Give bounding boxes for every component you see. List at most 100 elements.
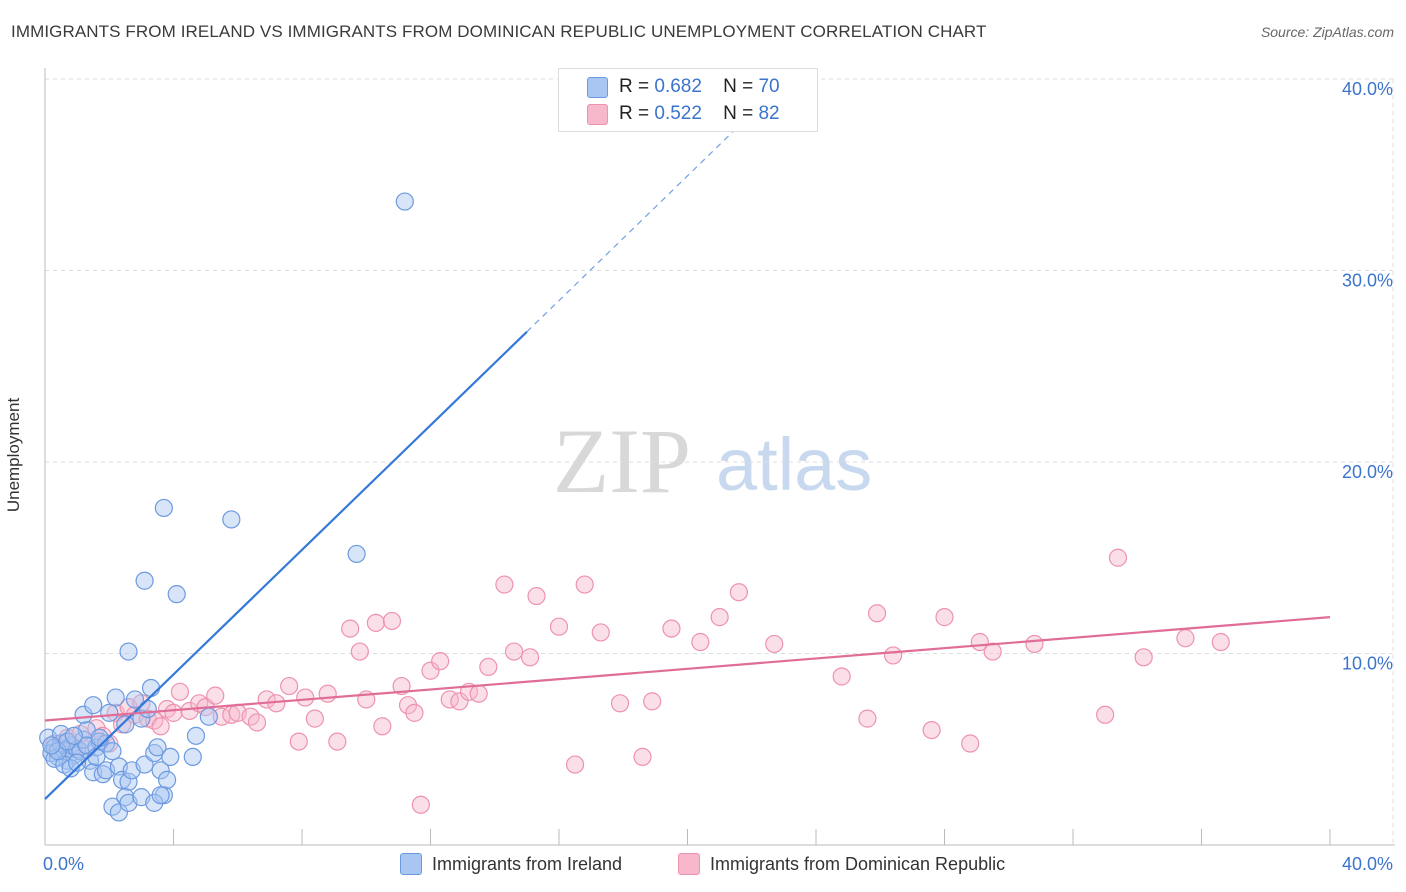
dominican-point	[328, 732, 347, 751]
dominican-point	[1025, 634, 1044, 654]
dominican-point	[1134, 648, 1153, 667]
ireland-point	[125, 690, 145, 709]
dominican-point	[858, 709, 877, 728]
dominican-point	[867, 604, 887, 623]
n-value: 82	[758, 103, 780, 124]
dominican-point	[527, 586, 546, 606]
ireland-point	[84, 696, 103, 715]
ireland-point	[109, 803, 128, 822]
dominican-point	[151, 717, 170, 736]
legend-item-dominican: Immigrants from Dominican Republic	[678, 850, 1005, 878]
ireland-point	[135, 571, 154, 590]
legend-item-ireland: Immigrants from Ireland	[400, 850, 622, 878]
ireland-point	[183, 747, 202, 767]
ireland-point	[161, 747, 180, 767]
dominican-point	[305, 709, 324, 728]
y-tick-label: 10.0%	[1342, 654, 1393, 674]
dominican-point	[961, 734, 980, 753]
dominican-point	[411, 795, 430, 814]
legend-stats-dominican: R = 0.522 N = 82	[619, 103, 780, 125]
dominican-point	[247, 713, 267, 732]
dominican-point	[729, 583, 749, 602]
ireland-point	[64, 726, 84, 745]
dominican-point	[575, 575, 594, 594]
chart-title: IMMIGRANTS FROM IRELAND VS IMMIGRANTS FR…	[11, 22, 987, 41]
ireland-point	[395, 192, 414, 211]
ireland-legend-swatch	[400, 853, 422, 875]
dominican-point	[832, 667, 851, 686]
ireland-point	[68, 753, 87, 772]
dominican-point	[1096, 705, 1115, 724]
ireland-point	[103, 742, 122, 761]
ireland-swatch	[587, 76, 608, 98]
n-label: N =	[723, 103, 754, 124]
dominican-point	[318, 684, 337, 703]
dominican-point	[662, 619, 681, 638]
ireland-point	[90, 728, 109, 747]
y-tick-label: 40.0%	[1342, 79, 1393, 99]
ireland-point	[138, 699, 157, 719]
dominican-point	[520, 648, 540, 667]
dominican-point	[935, 608, 954, 627]
dominican-point	[450, 692, 469, 711]
x-tick-label-min: 0.0%	[43, 854, 84, 874]
dominican-point	[765, 634, 784, 654]
ireland-point	[347, 544, 366, 564]
correlation-legend: R = 0.682 N = 70 R = 0.522 N = 82	[558, 68, 818, 132]
source-label: Source: ZipAtlas.com	[1260, 24, 1394, 40]
ireland-point	[151, 786, 170, 805]
r-label: R =	[619, 103, 650, 124]
dominican-point	[373, 717, 392, 736]
ireland-point	[186, 726, 206, 745]
ireland-point	[100, 703, 119, 722]
dominican-point	[1108, 548, 1128, 567]
ireland-point	[222, 510, 241, 529]
ireland-point	[68, 740, 87, 759]
dominican-trend-line	[44, 616, 1331, 722]
ireland-point	[151, 761, 170, 780]
r-value: 0.682	[654, 76, 702, 97]
dominican-point	[495, 575, 514, 594]
dominican-point	[504, 642, 524, 661]
dominican-point	[350, 642, 369, 661]
dominican-point	[1211, 632, 1230, 652]
legend-stats-ireland: R = 0.682 N = 70	[619, 76, 780, 98]
n-label: N =	[723, 76, 754, 97]
dominican-point	[392, 676, 411, 696]
ireland-point	[132, 709, 151, 728]
dominican-point	[549, 617, 569, 636]
dominican-point	[366, 613, 385, 632]
dominican-point	[1176, 629, 1195, 648]
ireland-point	[116, 715, 135, 734]
ireland-point	[141, 678, 161, 698]
ireland-point	[106, 688, 125, 707]
dominican-point	[610, 694, 630, 713]
ireland-point	[116, 788, 135, 807]
n-value: 70	[758, 76, 780, 97]
dominican-point	[565, 755, 585, 774]
ireland-point	[154, 498, 173, 518]
dominican-point	[479, 657, 498, 677]
ireland-trend-extension	[526, 113, 753, 333]
ireland-point	[112, 770, 132, 789]
x-tick-label-max: 40.0%	[1342, 854, 1393, 874]
dominican-point	[382, 611, 402, 631]
ireland-point	[42, 736, 61, 755]
dominican-point	[922, 720, 941, 740]
y-tick-label: 20.0%	[1342, 462, 1393, 482]
dominican-point	[421, 661, 440, 680]
ireland-trend-line	[44, 330, 528, 800]
dominican-point	[280, 676, 299, 696]
ireland-point	[119, 772, 138, 791]
dominican-point	[289, 732, 308, 751]
dominican-point	[170, 682, 190, 701]
dominican-point	[710, 608, 729, 627]
dominican-point	[296, 688, 315, 707]
legend-label-dominican: Immigrants from Dominican Republic	[710, 853, 1006, 874]
dominican-point	[691, 632, 710, 652]
legend-label-ireland: Immigrants from Ireland	[432, 853, 623, 874]
dominican-point	[883, 646, 903, 665]
ireland-point	[157, 770, 177, 789]
dominican-point	[405, 703, 424, 722]
